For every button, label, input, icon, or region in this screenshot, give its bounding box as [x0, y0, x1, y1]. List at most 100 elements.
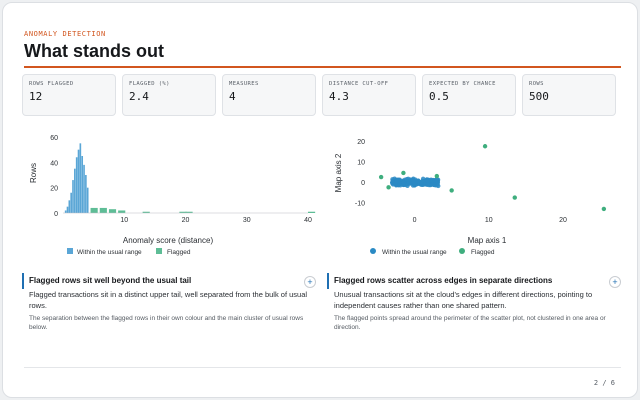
scatter-point-normal	[412, 183, 417, 188]
y-tick-label: -10	[355, 201, 365, 208]
histogram-y-label: Rows	[29, 163, 38, 183]
scatter-points	[378, 144, 607, 212]
legend-swatch-flagged	[156, 248, 162, 254]
scatter-point-flagged	[512, 195, 517, 200]
histogram-bar-flagged	[90, 207, 98, 213]
histogram-bars	[64, 143, 316, 213]
scatter-point-normal	[394, 179, 399, 184]
y-tick-label: 0	[54, 211, 58, 218]
kpi-flagged-pct: FLAGGED (%) 2.4	[122, 74, 216, 116]
scatter-point-normal	[413, 179, 418, 185]
title-rule	[24, 66, 621, 68]
histogram-bar-normal	[74, 168, 76, 213]
kpi-expected-by-chance: EXPECTED BY CHANCE 0.5	[422, 74, 516, 116]
scatter-point-flagged	[401, 170, 406, 176]
anomaly-score-histogram: 0 20 40 60 10 20 30 40 Anomaly score (distance)…	[29, 135, 316, 256]
expand-plus-icon[interactable]: +	[304, 276, 316, 288]
scatter-point-flagged	[386, 185, 391, 190]
y-tick-label: 60	[50, 135, 58, 142]
scatter-point-flagged	[601, 206, 607, 212]
histogram-bar-flagged	[308, 211, 316, 213]
histogram-bar-flagged	[108, 209, 117, 213]
map-scatter-plot: -10 0 10 20 0 10 20 Map axis 1 Map axis 2 With…	[334, 139, 607, 256]
x-tick-label: 20	[559, 217, 567, 224]
histogram-bar-normal	[85, 175, 87, 213]
finding-body: Unusual transactions sit at the cloud's …	[334, 290, 593, 310]
legend-dot-flagged	[459, 248, 465, 254]
kpi-label: MEASURES	[229, 81, 259, 87]
x-tick-label: 20	[182, 217, 190, 224]
finding-accent-bar	[22, 273, 24, 289]
scatter-point-normal	[425, 177, 430, 183]
y-tick-label: 20	[50, 186, 58, 193]
kpi-value: 500	[529, 90, 549, 103]
y-tick-label: 40	[50, 160, 58, 167]
kpi-label: FLAGGED (%)	[129, 81, 170, 87]
kpi-distance-cutoff: DISTANCE CUT-OFF 4.3	[322, 74, 416, 116]
finding-note: The flagged points spread around the per…	[334, 315, 606, 331]
y-tick-label: 20	[357, 139, 365, 146]
scatter-point-normal	[425, 181, 430, 186]
histogram-bar-normal	[72, 180, 74, 213]
y-tick-label: 0	[361, 180, 365, 187]
histogram-axes: 0 20 40 60 10 20 30 40	[50, 135, 312, 224]
histogram-bar-normal	[77, 149, 80, 213]
section-eyebrow: ANOMALY DETECTION	[24, 30, 106, 38]
kpi-label: ROWS	[529, 81, 544, 87]
x-tick-label: 30	[243, 217, 251, 224]
histogram-bar-flagged	[179, 211, 187, 213]
scatter-legend: Within the usual range Flagged	[370, 248, 495, 256]
finding-title: Flagged rows sit well beyond the usual t…	[29, 276, 192, 285]
scatter-point-normal	[432, 178, 438, 183]
legend-label-flagged: Flagged	[167, 249, 191, 256]
kpi-rows: ROWS 500	[522, 74, 616, 116]
histogram-bar-normal	[83, 164, 85, 213]
kpi-value: 2.4	[129, 90, 149, 103]
scatter-axes: -10 0 10 20 0 10 20	[355, 139, 567, 224]
legend-label-normal: Within the usual range	[77, 249, 142, 256]
finding-title: Flagged rows scatter across edges in sep…	[334, 276, 553, 285]
scatter-y-label: Map axis 2	[334, 153, 343, 192]
kpi-label: EXPECTED BY CHANCE	[429, 81, 496, 87]
page-indicator[interactable]: 2 / 6	[593, 379, 615, 387]
x-tick-label: 10	[485, 217, 493, 224]
legend-label-normal: Within the usual range	[382, 249, 447, 256]
histogram-bar-normal	[70, 192, 72, 213]
histogram-bar-flagged	[118, 210, 126, 213]
finding-note: The separation between the flagged rows …	[29, 315, 304, 331]
legend-swatch-normal	[67, 248, 73, 254]
histogram-bar-flagged	[185, 211, 193, 213]
histogram-x-label: Anomaly score (distance)	[123, 236, 214, 245]
histogram-bar-normal	[64, 210, 67, 213]
finding-card-edges: Flagged rows scatter across edges in sep…	[327, 273, 621, 339]
footer-rule	[24, 367, 621, 368]
kpi-value: 0.5	[429, 90, 449, 103]
histogram-bar-normal	[86, 187, 89, 213]
kpi-measures: MEASURES 4	[222, 74, 316, 116]
y-tick-label: 10	[357, 160, 365, 167]
finding-body: Flagged transactions sit in a distinct u…	[29, 290, 308, 310]
x-tick-label: 40	[304, 217, 312, 224]
expand-plus-icon[interactable]: +	[609, 276, 621, 288]
histogram-bar-normal	[66, 206, 69, 213]
kpi-rows-flagged: ROWS FLAGGED 12	[22, 74, 116, 116]
x-tick-label: 10	[120, 217, 128, 224]
histogram-bar-normal	[79, 143, 82, 213]
scatter-point-flagged	[434, 173, 440, 179]
scatter-point-normal	[416, 179, 422, 184]
histogram-bar-normal	[75, 157, 78, 213]
kpi-label: DISTANCE CUT-OFF	[329, 81, 389, 87]
scatter-point-normal	[406, 180, 411, 185]
histogram-bar-normal	[81, 156, 84, 213]
histogram-bar-normal	[68, 200, 71, 213]
scatter-point-normal	[390, 177, 395, 182]
finding-card-tail: Flagged rows sit well beyond the usual t…	[22, 273, 316, 339]
histogram-bar-flagged	[99, 207, 107, 213]
histogram-legend: Within the usual range Flagged	[67, 248, 191, 256]
page-title: What stands out	[24, 41, 164, 61]
legend-dot-normal	[370, 248, 376, 254]
scatter-x-label: Map axis 1	[468, 236, 507, 245]
scatter-point-flagged	[378, 174, 384, 180]
finding-accent-bar	[327, 273, 329, 289]
